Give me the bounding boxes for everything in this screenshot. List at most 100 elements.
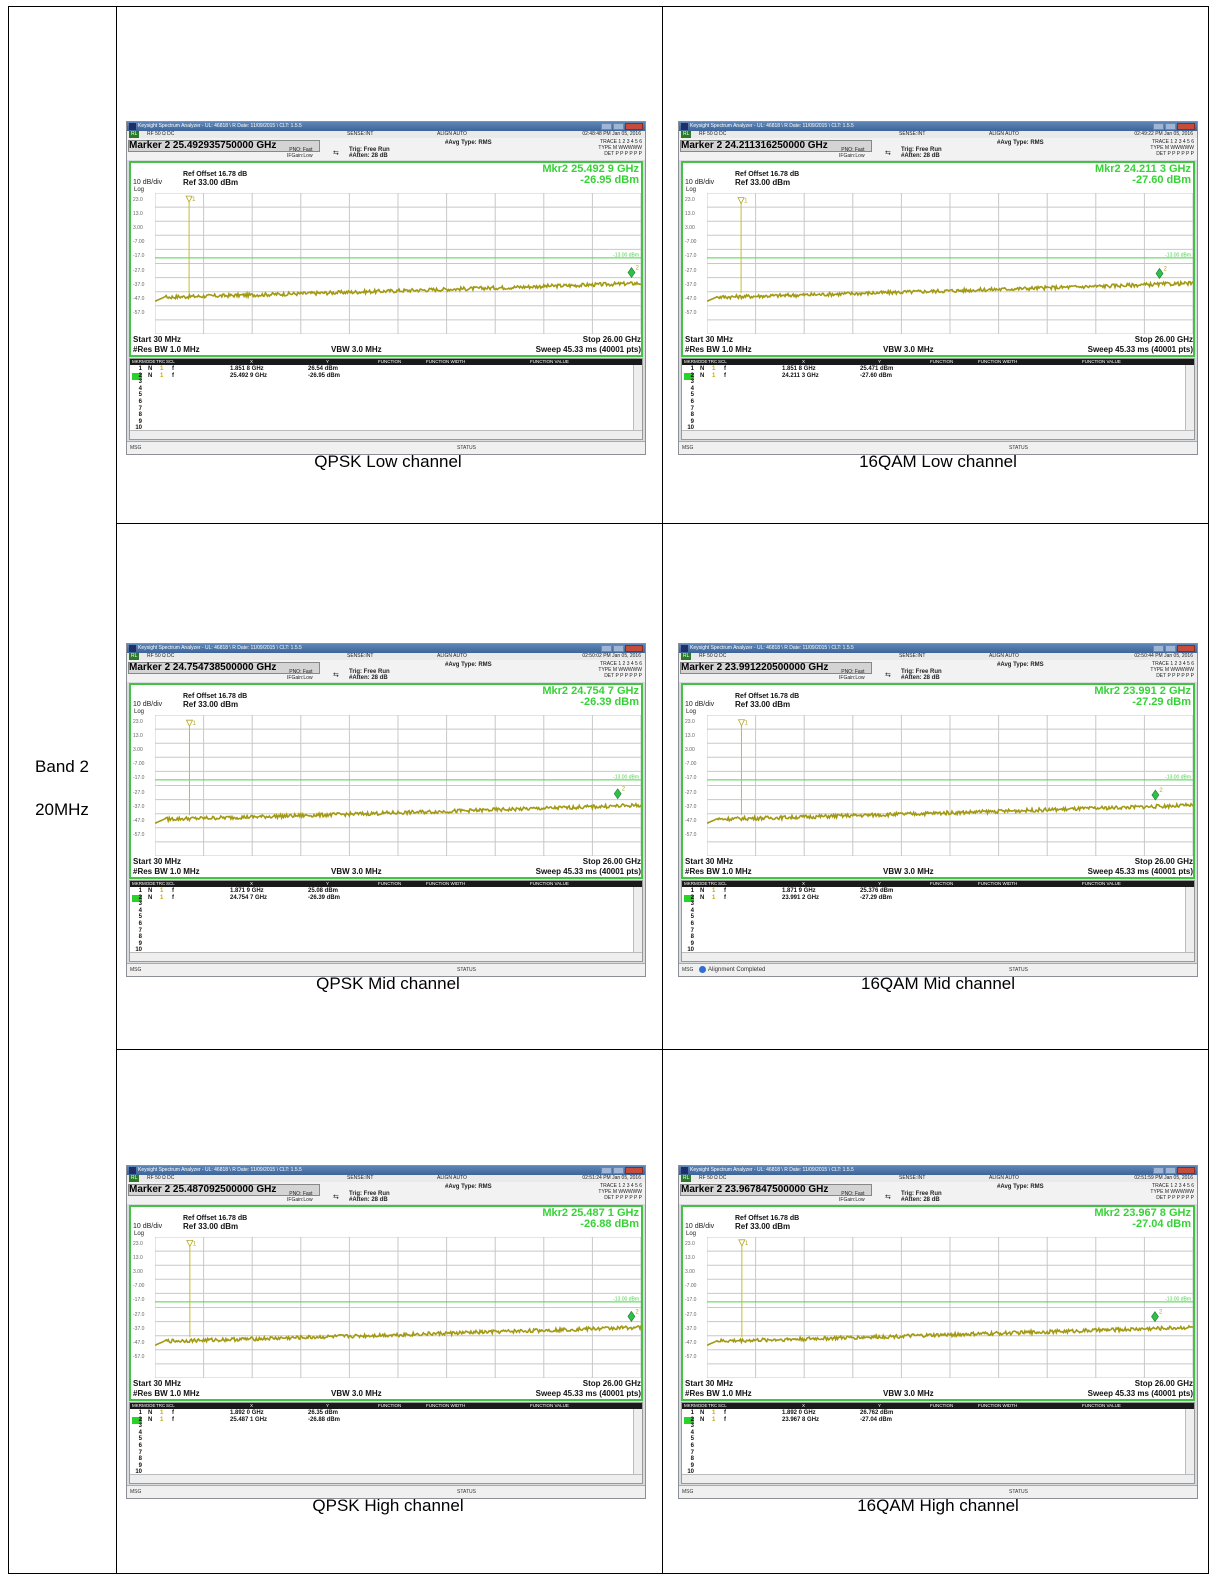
instrument-status-line: RL RF 50 Ω DC SENSE:INT ALIGN AUTO 02:49:22 … — [679, 131, 1197, 138]
close-icon[interactable] — [1177, 645, 1195, 652]
marker-frequency-field[interactable]: Marker 2 24.754738500000 GHz — [128, 662, 320, 674]
marker-amp-readout: -26.39 dBm — [580, 696, 639, 708]
vbw-label: VBW 3.0 MHz — [883, 345, 934, 354]
marker-freq-readout: Mkr2 23.991 2 GHz — [1094, 685, 1191, 697]
marker-amp-readout: -26.88 dBm — [580, 1218, 639, 1230]
marker-freq-readout: Mkr2 25.487 1 GHz — [542, 1207, 639, 1219]
marker-amp-readout: -27.04 dBm — [1132, 1218, 1191, 1230]
y-value-cell: -27.29 dBm — [860, 894, 893, 901]
close-icon[interactable] — [1177, 1167, 1195, 1174]
marker-frequency-field[interactable]: Marker 2 24.211316250000 GHz — [680, 140, 872, 152]
trace-cell: 1 — [160, 894, 164, 901]
horizontal-scrollbar[interactable] — [130, 952, 642, 961]
avg-type-label: #Avg Type: RMS — [445, 140, 492, 146]
horizontal-scrollbar[interactable] — [130, 1474, 642, 1483]
y-value-cell: 25.08 dBm — [308, 888, 339, 894]
y-tick-label: -37.0 — [685, 803, 697, 810]
close-icon[interactable] — [1177, 123, 1195, 130]
minimize-icon[interactable] — [601, 123, 612, 130]
row-number: 10 — [135, 425, 142, 432]
ifgain-label: IFGain:Low — [839, 1197, 865, 1203]
instrument-status-line: RL RF 50 Ω DC SENSE:INT ALIGN AUTO 02:48:48 … — [127, 131, 645, 138]
maximize-icon[interactable] — [613, 1167, 624, 1174]
vertical-scrollbar[interactable] — [1185, 887, 1194, 953]
maximize-icon[interactable] — [613, 645, 624, 652]
vertical-scrollbar[interactable] — [1185, 365, 1194, 431]
minimize-icon[interactable] — [601, 645, 612, 652]
column-header: FUNCTION WIDTH — [978, 359, 1018, 364]
row-number: 6 — [690, 399, 694, 405]
minimize-icon[interactable] — [1153, 1167, 1164, 1174]
table-row: 3 — [130, 901, 634, 908]
y-tick-label: 13.0 — [133, 211, 143, 218]
y-tick-label: -57.0 — [685, 309, 697, 316]
pno-settings: PNO: Fast IFGain:Low — [839, 1191, 865, 1203]
minimize-icon[interactable] — [601, 1167, 612, 1174]
maximize-icon[interactable] — [1165, 645, 1176, 652]
column-header: SCL — [718, 1403, 727, 1408]
marker-table: MKR MODE TRC SCL X Y FUNCTION FUNCTION WIDTH FUN… — [129, 880, 643, 962]
vertical-scrollbar[interactable] — [633, 365, 642, 431]
close-icon[interactable] — [625, 645, 643, 652]
table-row: 10 — [682, 947, 1186, 954]
row-number: 8 — [690, 1456, 694, 1463]
marker-1-tag: 1 — [745, 1241, 749, 1247]
spectrum-plot: -13.00 dBm 1 2 — [154, 192, 642, 335]
input-settings: RF 50 Ω DC — [147, 131, 174, 138]
horizontal-scrollbar[interactable] — [682, 430, 1194, 439]
trace-settings: TRACE 1 2 3 4 5 6 TYPE M WWWWW DET P P P P… — [1150, 661, 1194, 679]
marker-info-bar: Marker 2 24.754738500000 GHz PNO: Fast IFG… — [127, 660, 645, 682]
y-tick-label: -37.0 — [685, 1325, 697, 1332]
marker-2 — [1155, 267, 1164, 279]
row-number: 4 — [138, 1429, 142, 1436]
spectrum-plot: -13.00 dBm 1 2 — [706, 1236, 1194, 1379]
marker-1 — [737, 197, 745, 205]
marker-frequency-field[interactable]: Marker 2 23.967847500000 GHz — [680, 1184, 872, 1196]
row-number: 4 — [138, 385, 142, 392]
column-header: Y — [326, 881, 330, 886]
pno-settings: PNO: Fast IFGain:Low — [287, 669, 313, 681]
vertical-scrollbar[interactable] — [1185, 1409, 1194, 1475]
column-header: MODE — [142, 881, 156, 886]
rbw-label: #Res BW 1.0 MHz — [685, 1389, 752, 1398]
table-row: 10 — [682, 1469, 1186, 1476]
vertical-scrollbar[interactable] — [633, 1409, 642, 1475]
vbw-label: VBW 3.0 MHz — [331, 1389, 382, 1398]
y-tick-label: -27.0 — [133, 789, 145, 796]
row-number: 7 — [690, 1449, 694, 1456]
row-number: 1 — [138, 888, 142, 894]
y-tick-label: -7.00 — [685, 239, 697, 246]
maximize-icon[interactable] — [1165, 123, 1176, 130]
ref-offset-label: Ref Offset 16.78 dB — [735, 693, 800, 700]
horizontal-scrollbar[interactable] — [130, 430, 642, 439]
minimize-icon[interactable] — [1153, 123, 1164, 130]
minimize-icon[interactable] — [1153, 645, 1164, 652]
table-row: 3 — [130, 379, 634, 386]
marker-2 — [627, 1310, 636, 1322]
marker-1 — [185, 719, 194, 728]
horizontal-scrollbar[interactable] — [682, 952, 1194, 961]
marker-amp-readout: -27.29 dBm — [1132, 696, 1191, 708]
row-number: 9 — [138, 940, 142, 947]
type-row: TYPE M WWWWW — [598, 145, 642, 151]
panel-caption: 16QAM Low channel — [859, 452, 1017, 471]
close-icon[interactable] — [625, 123, 643, 130]
spectrum-trace — [706, 1324, 1194, 1347]
stop-frequency: Stop 26.00 GHz — [1134, 335, 1193, 344]
horizontal-scrollbar[interactable] — [682, 1474, 1194, 1483]
close-icon[interactable] — [625, 1167, 643, 1174]
status-label: STATUS — [457, 1489, 476, 1495]
y-tick-label: 23.0 — [685, 719, 695, 726]
maximize-icon[interactable] — [1165, 1167, 1176, 1174]
marker-frequency-field[interactable]: Marker 2 23.991220500000 GHz — [680, 662, 872, 674]
spectrum-trace — [154, 280, 642, 303]
marker-frequency-field[interactable]: Marker 2 25.492935750000 GHz — [128, 140, 320, 152]
marker-frequency-field[interactable]: Marker 2 25.487092500000 GHz — [128, 1184, 320, 1196]
maximize-icon[interactable] — [613, 123, 624, 130]
sense-label: SENSE:INT — [347, 653, 374, 659]
rl-badge: RL — [681, 1175, 692, 1182]
marker-1 — [738, 1239, 746, 1247]
marker-table-header: MKR MODE TRC SCL X Y FUNCTION FUNCTION WIDTH FUN… — [682, 881, 1194, 887]
vertical-scrollbar[interactable] — [633, 887, 642, 953]
table-row: 2 N 1 f 24.754 7 GHz -26.39 dBm — [130, 894, 634, 902]
